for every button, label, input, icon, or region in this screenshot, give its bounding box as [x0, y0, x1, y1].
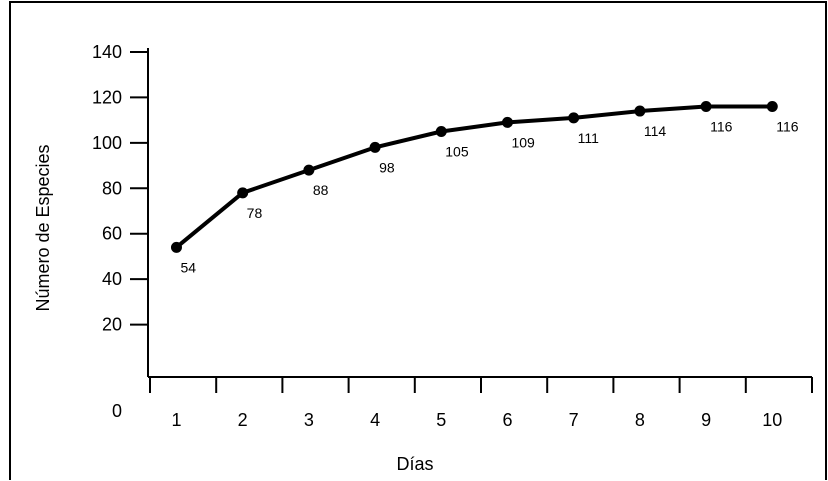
- y-tick-label: 120: [92, 87, 122, 107]
- x-ticks: 1 2 3 4 5 6 7 8 9 10: [149, 377, 813, 430]
- x-tick-label: 5: [436, 410, 446, 430]
- data-label: 98: [379, 159, 395, 175]
- data-label: 114: [644, 123, 667, 139]
- data-point: [766, 101, 778, 113]
- data-point: [634, 105, 646, 117]
- series-line: [174, 104, 775, 250]
- y-tick-label: 140: [92, 42, 122, 62]
- data-label: 109: [511, 134, 535, 150]
- data-label: 78: [247, 205, 263, 221]
- y-tick-label: 100: [92, 133, 122, 153]
- data-label: 116: [710, 119, 733, 135]
- data-point: [568, 112, 580, 124]
- y-ticks: 0 20 40 60 80 100 120 140: [92, 42, 148, 421]
- x-tick-label: 6: [502, 410, 512, 430]
- data-point: [170, 241, 182, 253]
- data-point: [435, 126, 447, 137]
- data-labels: 54 78 88 98 105 109 111 114 116 116: [180, 119, 798, 276]
- data-point: [303, 164, 315, 176]
- y-axis-label: Número de Especies: [33, 144, 53, 311]
- data-label: 88: [313, 182, 329, 198]
- y-tick-label: 80: [102, 178, 122, 198]
- data-point: [369, 141, 381, 153]
- y-tick-label: 40: [102, 269, 122, 289]
- x-tick-label: 7: [569, 410, 579, 430]
- x-tick-label: 1: [171, 410, 181, 430]
- data-point: [237, 187, 249, 199]
- data-label: 54: [180, 259, 196, 275]
- data-label: 116: [776, 119, 799, 135]
- y-tick-label: 60: [102, 224, 122, 244]
- data-label: 105: [445, 144, 469, 160]
- data-points: [170, 101, 778, 253]
- x-tick-label: 2: [238, 410, 248, 430]
- x-tick-label: 3: [304, 410, 314, 430]
- y-tick-label: 0: [112, 401, 122, 421]
- x-axis-label: Días: [396, 454, 433, 474]
- data-point: [501, 116, 513, 128]
- data-label: 111: [578, 130, 599, 146]
- y-tick-label: 20: [102, 315, 122, 335]
- x-tick-label: 10: [762, 410, 782, 430]
- chart-frame: [9, 1, 827, 480]
- x-tick-label: 9: [701, 410, 711, 430]
- data-point: [700, 101, 712, 113]
- x-tick-label: 8: [635, 410, 645, 430]
- x-tick-label: 4: [370, 410, 380, 430]
